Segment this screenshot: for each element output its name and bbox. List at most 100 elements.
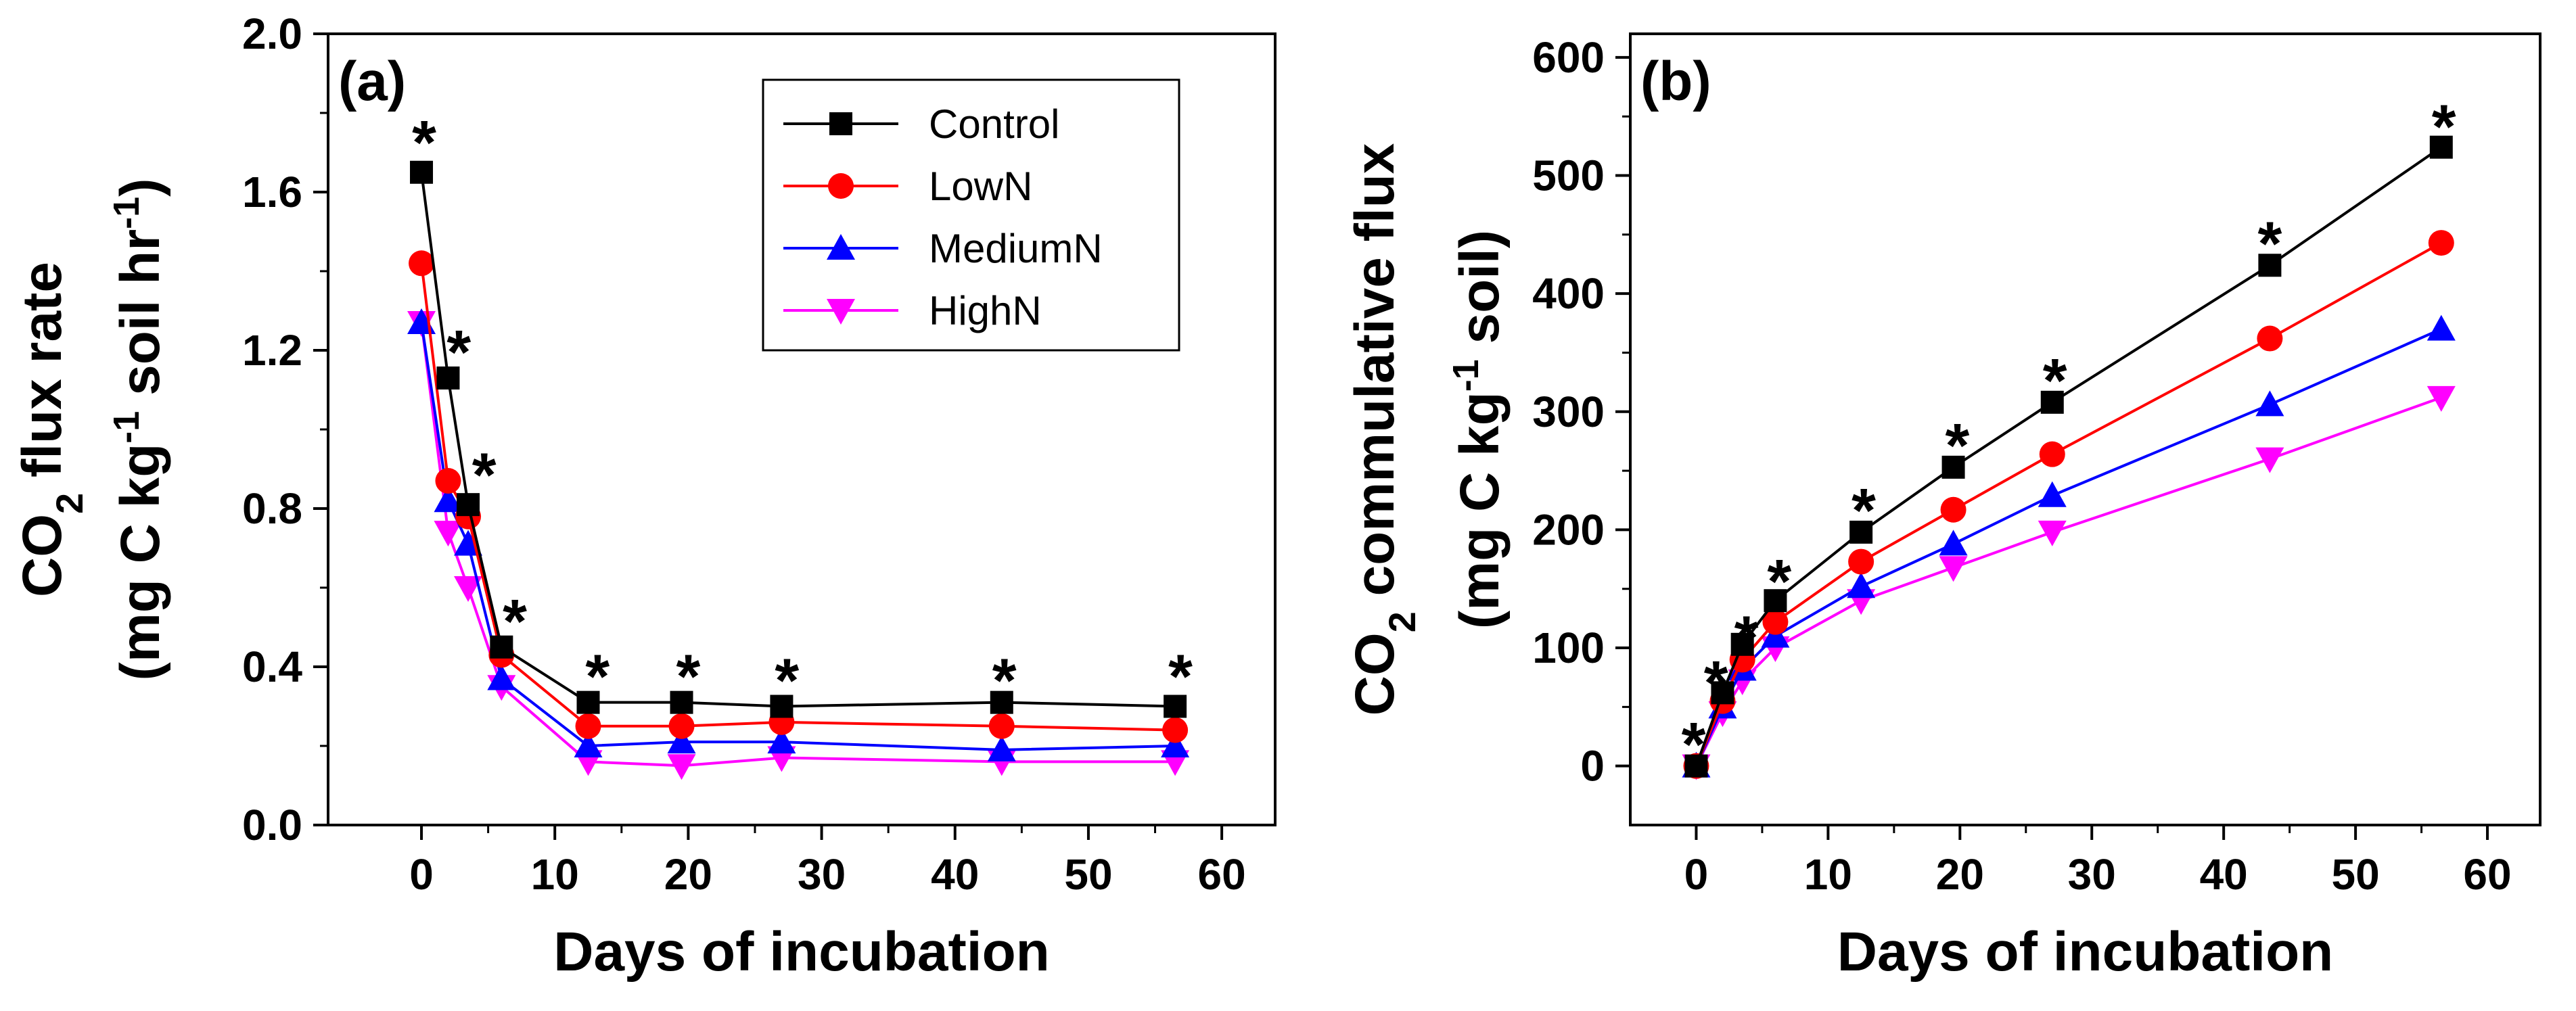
y-axis-title-line2: (mg C kg-1 soil hr-1) (106, 179, 171, 681)
data-point-lown (1762, 609, 1789, 635)
data-point-lown (2039, 441, 2065, 467)
y-tick-label: 1.6 (242, 168, 302, 216)
data-point-control (670, 690, 693, 714)
y-tick-label: 0 (1580, 742, 1605, 791)
data-point-highn (454, 576, 483, 602)
data-point-control (436, 366, 460, 390)
data-point-mediumn (667, 728, 696, 754)
x-tick-label: 20 (664, 850, 712, 899)
data-point-highn (2255, 447, 2284, 473)
data-point-mediumn (434, 486, 463, 513)
legend-marker-control (829, 112, 852, 135)
data-point-control (2258, 254, 2282, 277)
significance-star: * (472, 441, 497, 510)
data-point-mediumn (1847, 572, 1876, 598)
x-tick-label: 50 (2332, 850, 2380, 899)
data-point-lown (988, 713, 1015, 739)
y-axis-title-line1: CO2 commulative flux (1344, 143, 1423, 716)
data-point-lown (575, 713, 601, 739)
data-point-lown (435, 468, 461, 494)
significance-star: * (1168, 642, 1193, 711)
significance-star: * (1734, 604, 1759, 673)
series-line-mediumn (1695, 327, 2442, 767)
data-point-lown (2257, 325, 2283, 352)
data-point-control (490, 635, 513, 659)
data-point-control (2040, 390, 2064, 414)
legend-marker-mediumn (827, 234, 855, 260)
significance-star: * (2257, 210, 2282, 279)
data-point-lown (409, 250, 435, 277)
y-axis-title-line2: (mg C kg-1 soil) (1446, 230, 1511, 629)
data-point-mediumn (987, 735, 1016, 761)
y-tick-label: 2.0 (242, 9, 302, 58)
y-axis-title-line1: CO2 flux rate (12, 262, 91, 597)
data-point-mediumn (2426, 314, 2456, 341)
data-point-mediumn (574, 732, 603, 757)
data-point-highn (667, 754, 696, 780)
data-point-mediumn (1939, 530, 1968, 556)
series-line-lown (1695, 241, 2442, 767)
data-point-control (2429, 135, 2453, 159)
data-point-lown (1848, 548, 1874, 575)
data-point-mediumn (1161, 732, 1190, 757)
significance-star: * (2043, 346, 2067, 415)
y-tick-label: 400 (1532, 269, 1605, 318)
y-tick-label: 0.8 (242, 484, 302, 533)
data-point-highn (1939, 556, 1968, 582)
legend-label-highn: HighN (929, 288, 1042, 333)
data-point-mediumn (2038, 481, 2067, 507)
data-point-control (1711, 681, 1734, 705)
legend-marker-lown (828, 173, 854, 199)
series-line-highn (1695, 396, 2442, 767)
data-point-control (410, 160, 434, 184)
data-point-control (1164, 695, 1187, 718)
x-tick-label: 60 (2463, 850, 2511, 899)
data-point-control (1730, 632, 1754, 656)
data-point-highn (2038, 520, 2067, 546)
data-point-control (770, 695, 794, 718)
x-tick-label: 10 (531, 850, 579, 899)
data-point-lown (1162, 717, 1189, 743)
data-point-control (1941, 455, 1965, 479)
x-tick-label: 0 (1684, 850, 1709, 899)
significance-star: * (1767, 547, 1791, 616)
y-tick-label: 200 (1532, 505, 1605, 554)
series-line-control (1695, 145, 2442, 767)
panel-label: (a) (338, 51, 406, 112)
y-tick-label: 0.0 (242, 801, 302, 849)
significance-star: * (446, 318, 471, 387)
x-tick-label: 60 (1198, 850, 1246, 899)
significance-star: * (2432, 93, 2456, 162)
legend-label-lown: LowN (929, 164, 1032, 209)
data-point-mediumn (487, 664, 516, 690)
significance-star: * (992, 646, 1017, 715)
x-tick-label: 40 (931, 850, 979, 899)
significance-star: * (1682, 710, 1706, 779)
data-point-mediumn (2255, 390, 2284, 417)
x-tick-label: 0 (409, 850, 434, 899)
x-tick-label: 30 (798, 850, 846, 899)
x-tick-label: 30 (2068, 850, 2116, 899)
y-tick-label: 300 (1532, 387, 1605, 436)
y-tick-label: 100 (1532, 624, 1605, 672)
significance-star: * (676, 642, 700, 711)
y-tick-label: 1.2 (242, 326, 302, 375)
significance-star: * (1852, 477, 1876, 546)
data-point-control (576, 690, 600, 714)
data-point-control (1849, 520, 1873, 544)
x-tick-label: 10 (1804, 850, 1852, 899)
significance-star: * (412, 108, 436, 177)
data-point-lown (668, 713, 695, 739)
data-point-lown (2428, 230, 2454, 256)
data-point-control (457, 493, 480, 517)
significance-star: * (1704, 649, 1728, 718)
panel-a-co2-flux-rate-chart: 0 10 20 30 40 50 60 0.0 0.4 0.8 1.2 1.6 2.0 Days of i… (12, 9, 1276, 983)
data-point-control (1684, 754, 1708, 778)
panel-label: (b) (1640, 51, 1711, 112)
x-axis-title: Days of incubation (553, 921, 1050, 983)
data-point-control (990, 690, 1013, 714)
significance-star: * (585, 642, 610, 711)
data-point-mediumn (767, 728, 796, 754)
